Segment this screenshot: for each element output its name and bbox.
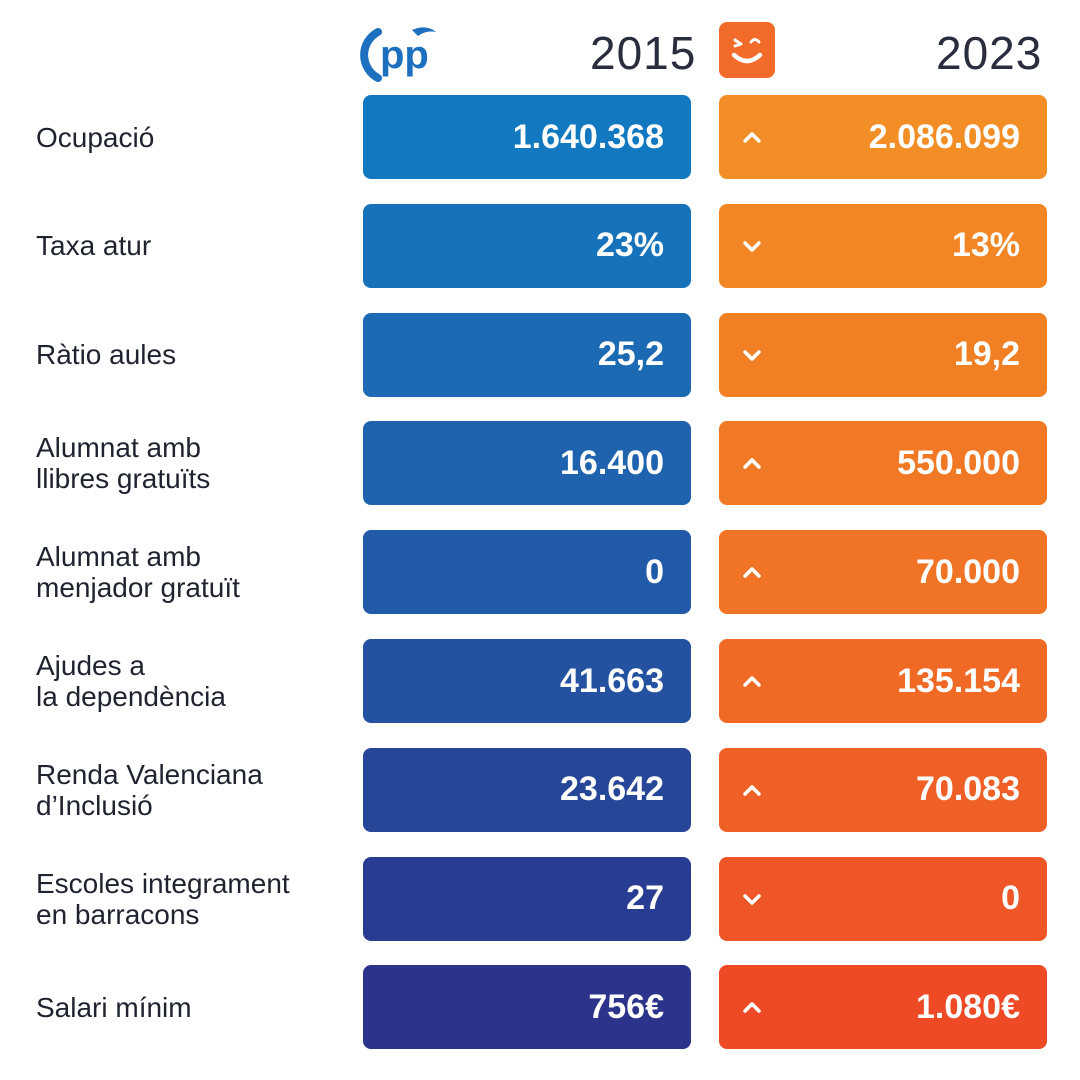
- chevron-up-icon: [743, 784, 761, 796]
- chevron-down-icon: [743, 240, 761, 252]
- table-row: Renda Valenciana d’Inclusió 23.642 70.083: [0, 747, 1080, 832]
- chevron-up-icon: [743, 132, 761, 143]
- header: pp 2015 2023: [0, 18, 1080, 84]
- value-2015: 756€: [363, 965, 691, 1050]
- table-row: Ràtio aules 25,2 19,2: [0, 312, 1080, 397]
- value-2015: 1.640.368: [363, 95, 691, 179]
- table-row: Taxa atur 23% 13%: [0, 203, 1080, 288]
- value-2023: 550.000: [719, 421, 1047, 506]
- table-row: Salari mínim 756€ 1.080€: [0, 965, 1080, 1050]
- row-label: Taxa atur: [36, 230, 152, 262]
- value-2015: 16.400: [363, 421, 691, 506]
- chevron-up-icon: [743, 1002, 761, 1014]
- pp-logo-icon: pp: [360, 27, 436, 82]
- year-old: 2015: [590, 27, 697, 79]
- year-new: 2023: [936, 27, 1043, 79]
- row-label: Ocupació: [36, 121, 155, 153]
- row-label: Ajudes a la dependència: [36, 650, 226, 712]
- value-2023: 1.080€: [719, 965, 1047, 1050]
- value-2015: 0: [363, 530, 691, 615]
- table-row: Escoles integrament en barracons 27 0: [0, 856, 1080, 941]
- value-2023: 19,2: [719, 312, 1047, 397]
- table-row: Ocupació 1.640.368 2.086.099: [0, 95, 1080, 179]
- value-2023: 135.154: [719, 639, 1047, 723]
- table-row: Alumnat amb llibres gratuïts 16.400 550.00…: [0, 421, 1080, 506]
- value-2023: 0: [719, 856, 1047, 941]
- value-2015: 23%: [363, 203, 691, 288]
- value-2023: 70.000: [719, 530, 1047, 615]
- value-2015: 23.642: [363, 747, 691, 832]
- chevron-up-icon: [743, 458, 761, 470]
- chevron-down-icon: [743, 893, 761, 905]
- value-2015: 41.663: [363, 639, 691, 723]
- row-label: Escoles integrament en barracons: [36, 867, 290, 930]
- smiley-logo-icon: [719, 22, 775, 78]
- value-2015: 27: [363, 856, 691, 941]
- chevron-up-icon: [743, 676, 761, 687]
- value-2023: 13%: [719, 203, 1047, 288]
- table-row: Ajudes a la dependència 41.663 135.154: [0, 639, 1080, 723]
- row-label: Alumnat amb menjador gratuït: [36, 541, 240, 604]
- row-label: Salari mínim: [36, 991, 192, 1023]
- row-label: Alumnat amb llibres gratuïts: [36, 432, 211, 495]
- chevron-down-icon: [743, 349, 761, 361]
- chevron-up-icon: [743, 567, 761, 578]
- row-label: Ràtio aules: [36, 339, 177, 371]
- value-2015: 25,2: [363, 312, 691, 397]
- svg-text:pp: pp: [380, 33, 429, 77]
- value-2023: 70.083: [719, 747, 1047, 832]
- row-label: Renda Valenciana d’Inclusió: [36, 758, 263, 821]
- table-row: Alumnat amb menjador gratuït 0 70.000: [0, 530, 1080, 615]
- value-2023: 2.086.099: [719, 95, 1047, 179]
